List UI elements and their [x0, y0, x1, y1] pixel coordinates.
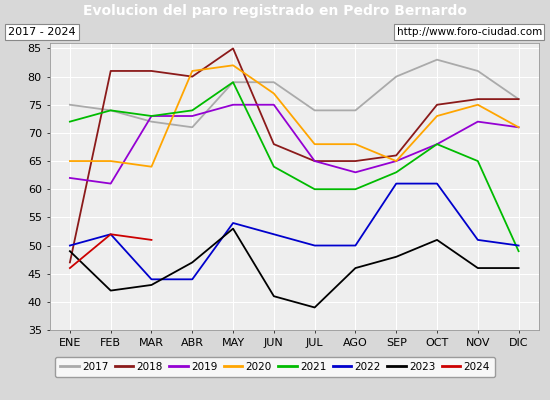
Legend: 2017, 2018, 2019, 2020, 2021, 2022, 2023, 2024: 2017, 2018, 2019, 2020, 2021, 2022, 2023… [55, 357, 495, 377]
Text: Evolucion del paro registrado en Pedro Bernardo: Evolucion del paro registrado en Pedro B… [83, 4, 467, 18]
Text: http://www.foro-ciudad.com: http://www.foro-ciudad.com [397, 27, 542, 37]
Text: 2017 - 2024: 2017 - 2024 [8, 27, 76, 37]
